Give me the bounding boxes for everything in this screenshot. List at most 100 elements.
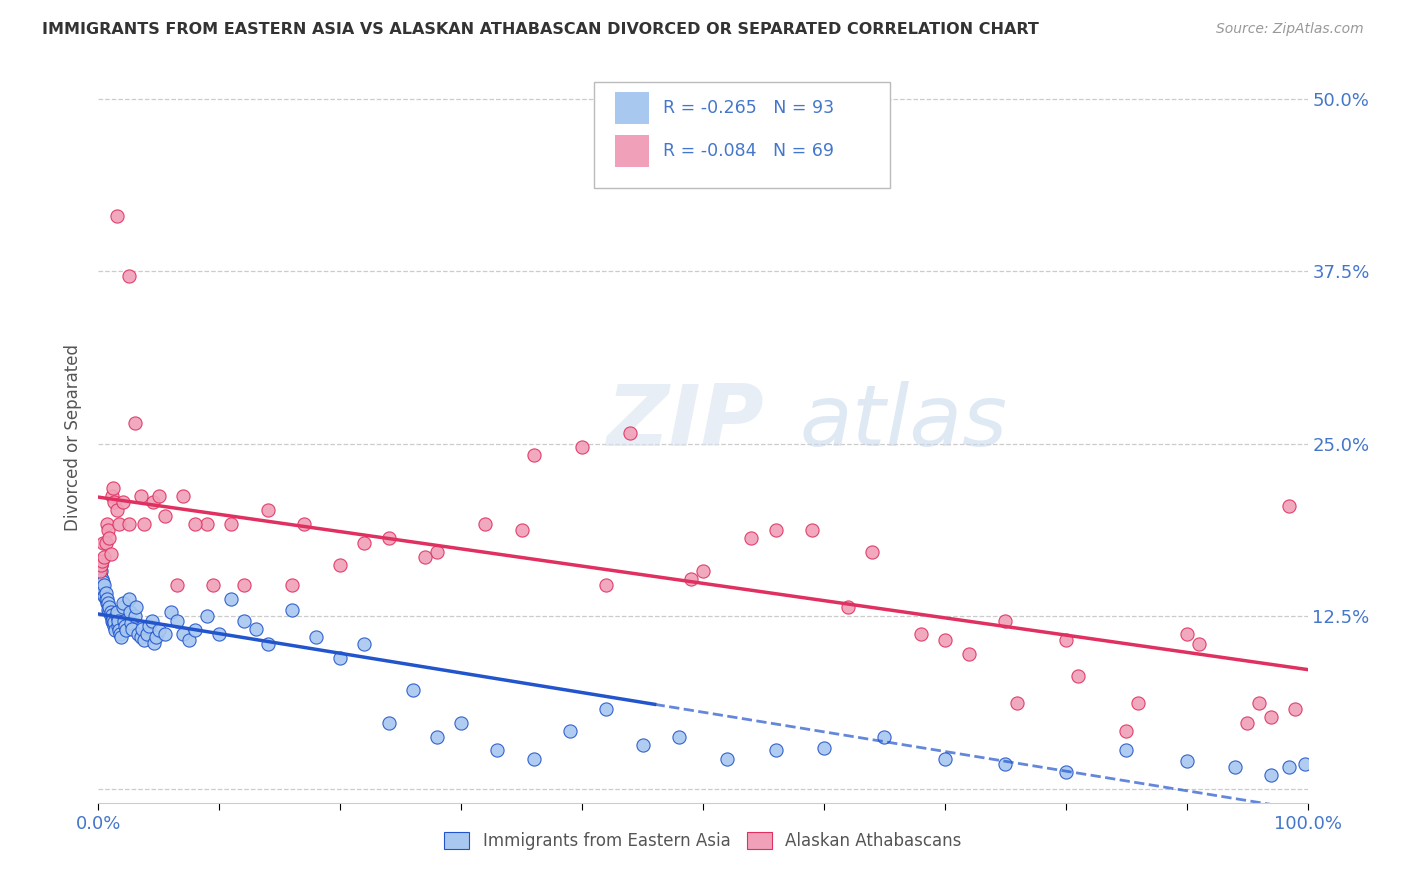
Point: [105, 209, 128, 223]
Point: [103, 495, 125, 509]
Point: [135, 627, 157, 641]
Point: [103, 615, 125, 629]
Point: [1260, 710, 1282, 724]
Point: [413, 550, 436, 565]
Point: [138, 619, 160, 633]
Point: [101, 612, 124, 626]
Point: [994, 614, 1017, 628]
Text: R = -0.084   N = 69: R = -0.084 N = 69: [664, 142, 834, 161]
Point: [1054, 632, 1077, 647]
Point: [837, 599, 859, 614]
Point: [571, 440, 593, 454]
Point: [765, 523, 787, 537]
Point: [89, 564, 111, 578]
Point: [129, 490, 152, 504]
Point: [679, 572, 702, 586]
Point: [142, 495, 165, 509]
Point: [148, 624, 170, 638]
Point: [93, 550, 115, 565]
Point: [631, 738, 654, 752]
Point: [873, 730, 896, 744]
Point: [1054, 765, 1077, 780]
Point: [510, 523, 533, 537]
Point: [305, 630, 328, 644]
Point: [1128, 697, 1150, 711]
Point: [91, 578, 114, 592]
Point: [1294, 757, 1316, 772]
Point: [118, 268, 141, 283]
Point: [1115, 743, 1137, 757]
Point: [125, 599, 148, 614]
Point: [91, 582, 114, 596]
Point: [89, 568, 111, 582]
Point: [1188, 637, 1211, 651]
Point: [105, 609, 128, 624]
Point: [118, 605, 141, 619]
Point: [523, 448, 546, 462]
Point: [90, 564, 112, 578]
Point: [127, 627, 149, 641]
Point: [143, 636, 166, 650]
Point: [153, 508, 176, 523]
Point: [111, 495, 134, 509]
Point: [221, 591, 243, 606]
Point: [281, 578, 304, 592]
Point: [994, 757, 1017, 772]
Text: ZIP: ZIP: [606, 381, 763, 464]
Text: IMMIGRANTS FROM EASTERN ASIA VS ALASKAN ATHABASCAN DIVORCED OR SEPARATED CORRELA: IMMIGRANTS FROM EASTERN ASIA VS ALASKAN …: [42, 22, 1039, 37]
Point: [1260, 768, 1282, 782]
Point: [1067, 669, 1090, 683]
Point: [813, 740, 835, 755]
Point: [221, 516, 243, 531]
Point: [145, 630, 167, 644]
Point: [97, 602, 120, 616]
Point: [96, 516, 118, 531]
Point: [94, 586, 117, 600]
Point: [281, 602, 304, 616]
Point: [377, 715, 399, 730]
Point: [97, 523, 120, 537]
Point: [184, 516, 207, 531]
Point: [90, 558, 112, 573]
Point: [100, 614, 122, 628]
Text: atlas: atlas: [800, 381, 1008, 464]
Point: [100, 609, 122, 624]
Text: R = -0.265   N = 93: R = -0.265 N = 93: [664, 99, 834, 117]
Point: [166, 614, 188, 628]
Point: [104, 624, 127, 638]
Point: [129, 630, 152, 644]
Point: [486, 743, 509, 757]
Point: [94, 591, 117, 606]
Point: [256, 503, 278, 517]
Point: [91, 536, 114, 550]
Point: [91, 572, 114, 586]
Point: [195, 609, 218, 624]
Point: [115, 624, 138, 638]
Point: [353, 536, 375, 550]
Point: [1175, 627, 1198, 641]
Point: [256, 637, 278, 651]
Point: [934, 632, 956, 647]
Point: [131, 622, 153, 636]
Point: [184, 624, 207, 638]
Point: [118, 591, 141, 606]
Point: [111, 599, 134, 614]
Point: [108, 624, 131, 638]
Point: [91, 554, 114, 568]
Point: [450, 715, 472, 730]
Point: [595, 702, 617, 716]
Point: [1284, 702, 1306, 716]
Point: [800, 523, 823, 537]
Bar: [614, 92, 648, 123]
Point: [153, 627, 176, 641]
Point: [100, 605, 122, 619]
Point: [1278, 499, 1301, 513]
Point: [141, 614, 163, 628]
Point: [100, 490, 122, 504]
Point: [1223, 760, 1246, 774]
Y-axis label: Divorced or Separated: Divorced or Separated: [65, 343, 83, 531]
Point: [100, 608, 122, 623]
Point: [134, 516, 156, 531]
Point: [148, 490, 170, 504]
Point: [426, 730, 449, 744]
